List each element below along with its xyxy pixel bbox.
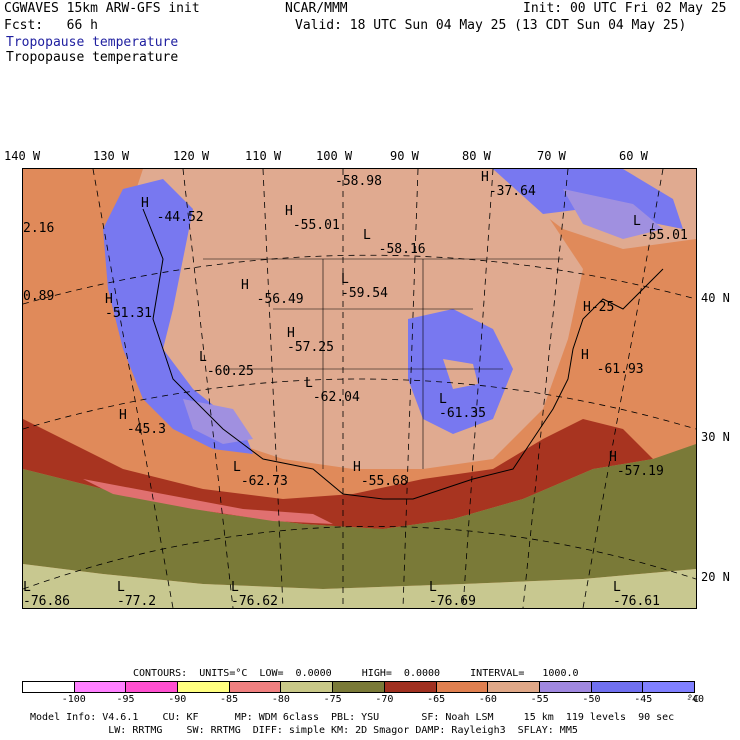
colorbar-segment [281,682,334,692]
lon-label-80w: 80 W [462,149,491,163]
colorbar-tick-label: -50 [582,694,601,705]
center-label: 2.16 [23,221,55,236]
colorbar-tick-label: -85 [220,694,239,705]
center-label: H -57.19 [609,450,664,479]
fill-blue-west [103,179,253,454]
center-label: H -55.01 [285,204,340,233]
graticule [23,169,696,608]
center-label: L -62.04 [305,376,360,405]
map-canvas [23,169,696,608]
forecast-hour: Fcst: 66 h [4,18,98,33]
colorbar-segment [229,682,282,692]
colorbar-tick-label: -80 [271,694,290,705]
colorbar-tick-label: -75 [323,694,342,705]
center-label: 0.89 [23,289,55,304]
center-label: L -76.62 [231,580,278,609]
lat-label-30n: 30 N [701,430,730,444]
colorbar-unit: °C [686,694,700,705]
colorbar-tick-label: -40 [685,694,705,705]
center-label: H-25 [583,300,615,315]
colorbar-tick-label: -55 [530,694,549,705]
colorbar-tick-label: -95 [116,694,135,705]
shaded-field-label: Tropopause temperature [6,35,179,50]
center-label: H -56.49 [241,278,304,307]
fill-olive-band [23,444,696,589]
colorbar [22,681,695,693]
center-label: L -76.61 [613,580,660,609]
colorbar-tick-label: -100 [61,694,86,705]
lon-label-120w: 120 W [173,149,210,163]
colorbar-segment [178,682,230,692]
tropopause-temperature-map: H -37.64 -58.98 H -44.52 2.16 H -55.01 L… [22,168,697,609]
colorbar-segment [23,682,75,692]
model-info-line1: Model Info: V4.6.1 CU: KF MP: WDM 6class… [30,712,675,723]
colorbar-segment [643,682,694,692]
lon-label-110w: 110 W [245,149,282,163]
contour-field-label: Tropopause temperature [6,50,179,65]
center-label: L -77.2 [117,580,157,609]
init-time: Init: 00 UTC Fri 02 May 25 [523,1,727,16]
colorbar-tick-label: -45 [634,694,653,705]
colorbar-segment [539,682,592,692]
center-label: L -62.73 [233,460,288,489]
fill-lightolive-band [23,564,696,608]
colorbar-tick-label: -70 [375,694,394,705]
org-label: NCAR/MMM [285,1,348,16]
colorbar-segment [436,682,489,692]
fill-lavender-ne [563,189,663,239]
colorbar-tick-label: -60 [478,694,497,705]
valid-time: Valid: 18 UTC Sun 04 May 25 (13 CDT Sun … [295,18,687,33]
center-label: H -55.68 [353,460,408,489]
center-label: L -58.16 [363,228,426,257]
center-label: H -51.31 [105,292,152,321]
center-label: L -76.69 [429,580,476,609]
contours-info: CONTOURS: UNITS=°C LOW= 0.0000 HIGH= 0.0… [133,668,579,679]
lat-label-20n: 20 N [701,570,730,584]
center-label: H -61.93 [581,348,644,377]
colorbar-segment [488,682,540,692]
model-info-line2: LW: RRTMG SW: RRTMG DIFF: simple KM: 2D … [30,725,578,736]
center-label: H -37.64 [481,170,536,199]
colorbar-segment [126,682,179,692]
center-label: H -44.52 [141,196,204,225]
lon-label-90w: 90 W [390,149,419,163]
colorbar-segment [74,682,127,692]
colorbar-ticks: -100 -95 -90 -85 -80 -75 -70 -65 -60 -55 -50 -45 -40… [22,694,704,706]
center-label: L -60.25 [199,350,254,379]
center-label: H -45.3 [119,408,166,437]
center-label: L -61.35 [439,392,486,421]
fill-salmon-lake [443,359,478,389]
colorbar-segment [333,682,385,692]
model-title: CGWAVES 15km ARW-GFS init [4,1,200,16]
state-boundaries [203,258,563,469]
lon-label-140w: 140 W [4,149,41,163]
lon-label-130w: 130 W [93,149,130,163]
center-label: -58.98 [335,174,382,189]
center-label: H -57.25 [287,326,334,355]
lon-label-100w: 100 W [316,149,353,163]
fill-lavender-west [183,399,253,444]
lat-label-40n: 40 N [701,291,730,305]
center-label: L -59.54 [341,272,388,301]
coastline [142,208,664,500]
center-label: L -55.01 [633,214,688,243]
colorbar-tick-label: -65 [427,694,446,705]
colorbar-segment [591,682,644,692]
colorbar-tick-label: -90 [168,694,187,705]
lon-label-70w: 70 W [537,149,566,163]
center-label: L -76.86 [23,580,70,609]
lon-label-60w: 60 W [619,149,648,163]
fill-rose-band [83,479,333,524]
colorbar-segment [384,682,437,692]
